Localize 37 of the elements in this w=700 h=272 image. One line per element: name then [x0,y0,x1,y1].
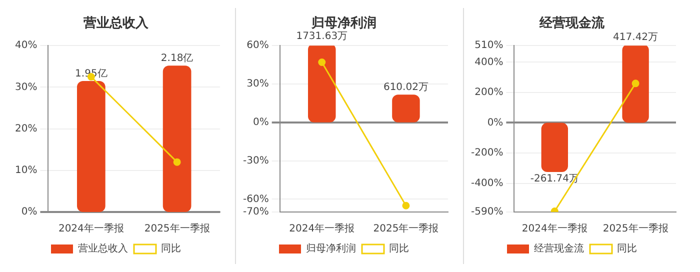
y-tick-label: 60% [246,40,269,52]
data-label: 610.02万 [383,82,428,94]
legend-label: 同比 [161,242,181,255]
legend-label: 营业总收入 [78,242,128,255]
y-tick-label: -400% [470,178,504,189]
legend-label: 同比 [617,242,637,255]
x-tick-label: 2024年一季报 [58,222,124,235]
y-tick-label: -200% [470,148,504,159]
x-tick-label: 2024年一季报 [522,222,588,235]
y-tick-label: -70% [242,206,269,218]
y-tick-label: 10% [14,164,38,176]
y-tick-label: 30% [14,82,38,93]
y-tick-label: 0% [252,116,269,128]
y-tick-label: 400% [474,56,504,68]
y-tick-label: 0% [487,117,504,128]
data-label: 2.18亿 [160,53,194,64]
y-tick-label: 40% [14,40,38,52]
y-tick-label: 20% [14,123,38,134]
y-tick-label: -590% [470,206,504,218]
y-tick-label: 510% [474,40,504,52]
y-tick-label: -60% [242,194,269,205]
legend-label: 经营现金流 [534,242,584,255]
y-tick-label: 200% [474,87,504,98]
y-tick-label: 0% [21,206,38,218]
legend-label: 归母净利润 [306,242,356,255]
x-tick-label: 2025年一季报 [602,222,668,235]
x-tick-label: 2025年一季报 [373,222,439,235]
y-tick-label: 30% [246,78,269,90]
chart-title: 归母净利润 [310,15,376,32]
chart-title: 营业总收入 [82,15,150,32]
x-tick-label: 2025年一季报 [144,222,210,235]
y-tick-label: -30% [242,155,269,166]
data-label: 1731.63万 [296,31,348,42]
x-tick-label: 2024年一季报 [289,222,355,235]
legend-label: 同比 [389,242,409,255]
data-label: 417.42万 [613,32,658,43]
chart-title: 经营现金流 [538,15,606,32]
